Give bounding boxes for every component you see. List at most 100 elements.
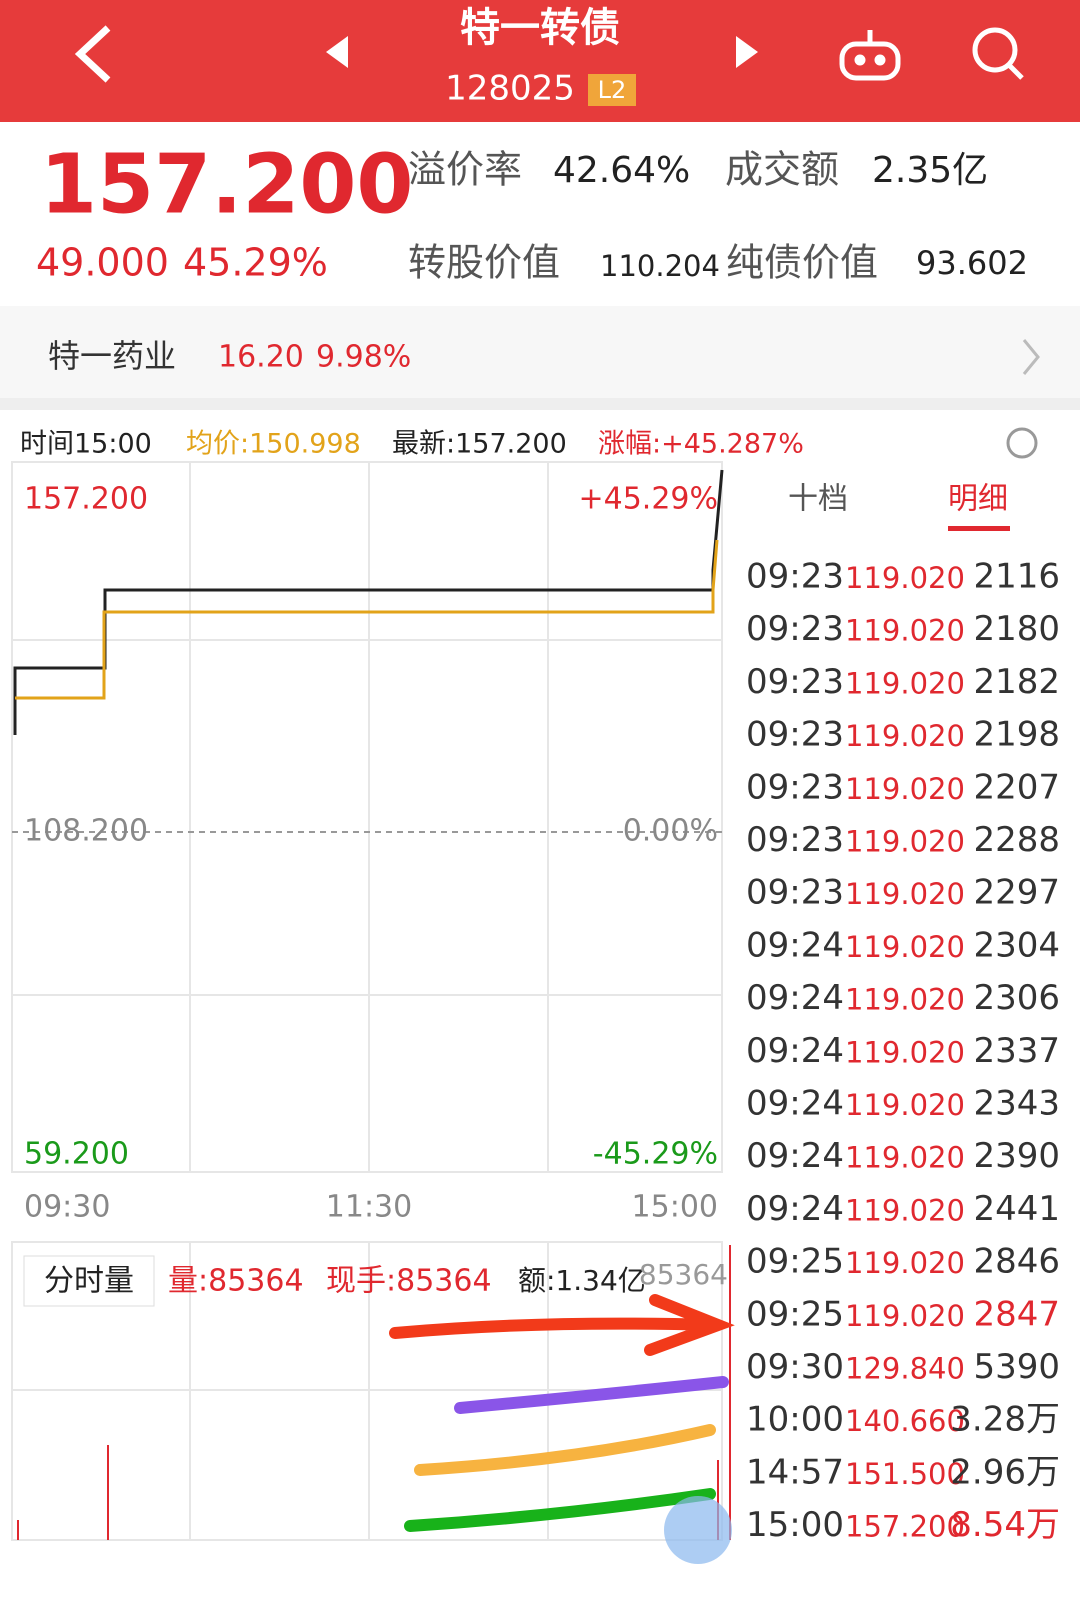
bond-label: 纯债价值 xyxy=(726,241,878,285)
y-label-left: 108.200 xyxy=(24,814,148,849)
premium-label: 溢价率 xyxy=(408,148,522,192)
turnover: 2.35亿 xyxy=(872,150,988,191)
tab-underline xyxy=(948,526,1010,531)
trade-time: 09:25 xyxy=(746,1294,844,1334)
trade-volume: 3.28万 xyxy=(950,1400,1060,1440)
price-line xyxy=(13,469,724,735)
trade-time: 09:23 xyxy=(746,715,844,755)
tab-depth[interactable]: 十档 xyxy=(788,482,848,517)
volume-max: 85364 xyxy=(639,1258,728,1291)
price: 157.200 xyxy=(40,137,413,232)
trade-time: 09:23 xyxy=(746,767,844,807)
y-label-left: 59.200 xyxy=(24,1137,129,1172)
trade-time: 09:23 xyxy=(746,609,844,649)
trade-price: 119.020 xyxy=(845,1246,965,1280)
prev-button[interactable] xyxy=(326,36,348,68)
next-button[interactable] xyxy=(736,36,758,68)
bond-value: 93.602 xyxy=(916,244,1028,282)
trade-volume: 8.54万 xyxy=(950,1505,1060,1545)
trade-time: 09:24 xyxy=(746,925,844,965)
trade-time: 09:23 xyxy=(746,820,844,860)
trade-time: 09:23 xyxy=(746,557,844,597)
y-label-right: +45.29% xyxy=(578,482,718,517)
trade-volume: 2.96万 xyxy=(950,1452,1060,1492)
trade-time: 09:24 xyxy=(746,1084,844,1124)
trade-price: 140.660 xyxy=(845,1404,965,1438)
trade-time: 09:23 xyxy=(746,662,844,702)
y-label-right: 0.00% xyxy=(623,814,718,849)
x-label: 15:00 xyxy=(632,1190,718,1225)
trade-volume: 2304 xyxy=(973,925,1060,965)
trade-volume: 2390 xyxy=(973,1136,1060,1176)
stock-name: 特一药业 xyxy=(48,337,176,375)
trade-volume: 2337 xyxy=(973,1031,1060,1071)
trade-volume: 2182 xyxy=(973,662,1060,702)
info-time: 时间15:00 xyxy=(20,429,152,460)
change-pct: 45.29% xyxy=(183,241,328,285)
trade-price: 119.020 xyxy=(845,1088,965,1122)
trade-price: 119.020 xyxy=(845,1141,965,1175)
trade-price: 119.020 xyxy=(845,1035,965,1069)
y-label-right: -45.29% xyxy=(593,1137,718,1172)
trade-price: 119.020 xyxy=(845,719,965,753)
trade-price: 119.020 xyxy=(845,930,965,964)
trade-time: 14:57 xyxy=(746,1452,844,1492)
badge: L2 xyxy=(598,76,627,104)
annotations xyxy=(389,1294,735,1532)
stock-price: 16.20 xyxy=(218,340,304,375)
trade-price: 119.020 xyxy=(845,825,965,859)
trade-volume: 2847 xyxy=(973,1294,1060,1334)
conv-label: 转股价值 xyxy=(408,241,560,285)
settings-icon[interactable] xyxy=(1006,427,1038,459)
trade-price: 119.020 xyxy=(845,772,965,806)
chart-grid xyxy=(11,461,723,1541)
stock-row[interactable] xyxy=(0,306,1080,398)
info-last: 最新:157.200 xyxy=(392,429,567,460)
turnover-label: 成交额 xyxy=(725,148,839,192)
stock-pct: 9.98% xyxy=(316,340,411,375)
trade-volume: 2207 xyxy=(973,767,1060,807)
trade-price: 119.020 xyxy=(845,561,965,595)
search-icon[interactable] xyxy=(972,27,1024,80)
trade-time: 10:00 xyxy=(746,1400,844,1440)
info-avg: 均价:150.998 xyxy=(186,429,361,460)
trade-volume: 2297 xyxy=(973,873,1060,913)
trade-time: 09:25 xyxy=(746,1242,844,1282)
volume-amount: 额:1.34亿 xyxy=(518,1264,646,1297)
trade-volume: 2116 xyxy=(973,557,1060,597)
robot-icon[interactable] xyxy=(839,30,901,81)
x-label: 09:30 xyxy=(24,1190,110,1225)
y-label-left: 157.200 xyxy=(24,482,148,517)
chevron xyxy=(1022,339,1040,375)
volume-qty: 量:85364 xyxy=(168,1264,304,1299)
trade-volume: 2306 xyxy=(973,978,1060,1018)
trade-volume: 2198 xyxy=(973,715,1060,755)
back-button[interactable] xyxy=(74,25,111,83)
volume-tab[interactable]: 分时量 xyxy=(44,1264,134,1299)
trade-volume: 2343 xyxy=(973,1084,1060,1124)
trade-volume: 5390 xyxy=(973,1347,1060,1387)
trade-price: 119.020 xyxy=(845,983,965,1017)
trade-volume: 2846 xyxy=(973,1242,1060,1282)
conv-value: 110.204 xyxy=(600,249,720,283)
trade-time: 09:30 xyxy=(746,1347,844,1387)
title: 特一转债 xyxy=(460,5,620,51)
avg-line xyxy=(15,539,719,700)
trade-volume: 2180 xyxy=(973,609,1060,649)
trade-price: 151.500 xyxy=(845,1457,965,1491)
trade-price: 119.020 xyxy=(845,877,965,911)
trade-time: 09:24 xyxy=(746,978,844,1018)
trade-time: 15:00 xyxy=(746,1505,844,1545)
info-change: 涨幅:+45.287% xyxy=(598,429,804,460)
volume-tab-box[interactable] xyxy=(23,1255,155,1307)
divider xyxy=(0,398,1080,410)
trade-price: 129.840 xyxy=(845,1352,965,1386)
code: 128025 xyxy=(445,69,575,109)
expand-button[interactable] xyxy=(664,1496,732,1564)
trade-price: 119.020 xyxy=(845,1299,965,1333)
badge-bg xyxy=(588,74,636,106)
tab-detail[interactable]: 明细 xyxy=(948,482,1008,517)
trade-volume: 2288 xyxy=(973,820,1060,860)
